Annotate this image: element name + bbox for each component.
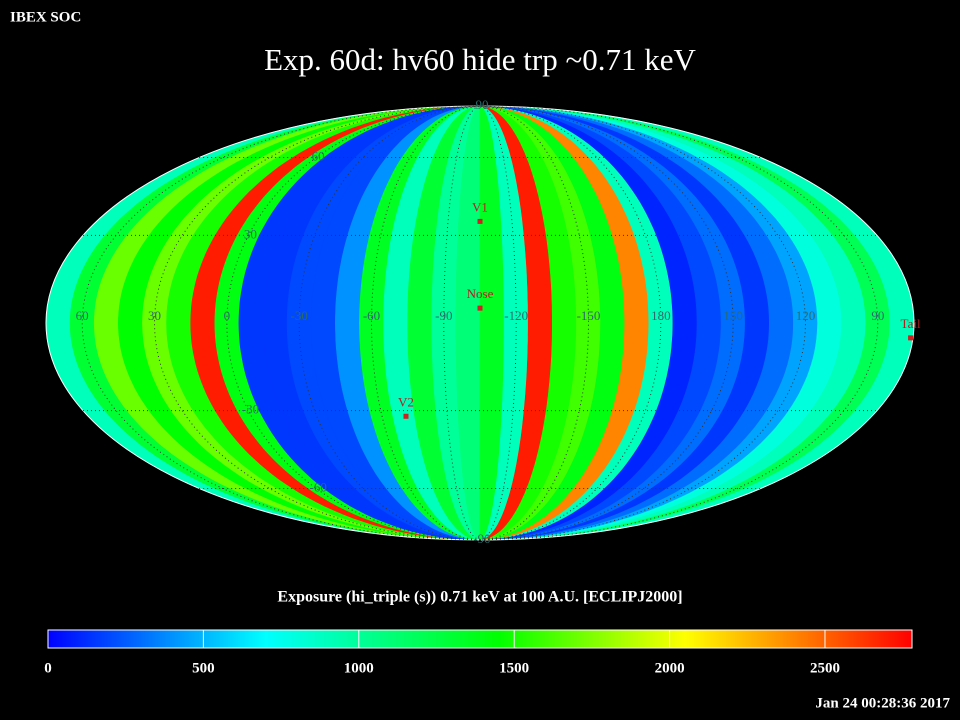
colorbar-tick-label: 0: [44, 660, 52, 676]
meridian-grid-line: [479, 105, 879, 541]
lat-tick-label: -30: [242, 402, 259, 417]
lon-tick-label: 150: [723, 308, 743, 323]
lon-tick-label: 90: [871, 308, 884, 323]
colorbar-tick-label: 2500: [810, 660, 840, 676]
marker: [477, 218, 483, 224]
lon-tick-label: -150: [577, 308, 601, 323]
lon-tick-label: 120: [796, 308, 816, 323]
marker: [403, 413, 409, 419]
header: IBEX SOC: [10, 9, 81, 25]
timestamp: Jan 24 00:28:36 2017: [815, 695, 950, 711]
lat-tick-label: 90: [476, 97, 489, 112]
lon-tick-label: -60: [363, 308, 380, 323]
colorbar: [47, 629, 913, 649]
lon-tick-label: 60: [76, 308, 89, 323]
colorbar-tick-label: 500: [192, 660, 215, 676]
lon-tick-label: 180: [651, 308, 671, 323]
lon-tick-label: -90: [435, 308, 452, 323]
marker-label: Tail: [901, 316, 921, 331]
colorbar-tick-label: 1500: [499, 660, 529, 676]
lon-tick-label: -30: [290, 308, 307, 323]
chart-title: Exp. 60d: hv60 hide trp ~0.71 keV: [264, 42, 696, 77]
lon-tick-label: 0: [224, 308, 231, 323]
meridian-grid-line: [479, 105, 517, 541]
lat-tick-label: -90: [473, 531, 490, 546]
marker: [477, 305, 483, 311]
meridian-grid-line: [81, 105, 481, 541]
lat-tick-label: 60: [312, 149, 325, 164]
meridian-grid-line: [226, 105, 481, 541]
colorbar-tick-label: 2000: [655, 660, 685, 676]
meridian-grid-line: [443, 105, 481, 541]
marker: [908, 335, 914, 341]
marker-label: Nose: [467, 286, 494, 301]
marker-label: V1: [472, 199, 488, 214]
marker-label: V2: [398, 394, 414, 409]
colorbar-tick-label: 1000: [344, 660, 374, 676]
lat-tick-label: 30: [244, 226, 257, 241]
lon-tick-label: -120: [504, 308, 528, 323]
lat-tick-label: -60: [309, 479, 326, 494]
colorbar-label: Exposure (hi_triple (s)) 0.71 keV at 100…: [277, 589, 682, 606]
lon-tick-label: 30: [148, 308, 161, 323]
